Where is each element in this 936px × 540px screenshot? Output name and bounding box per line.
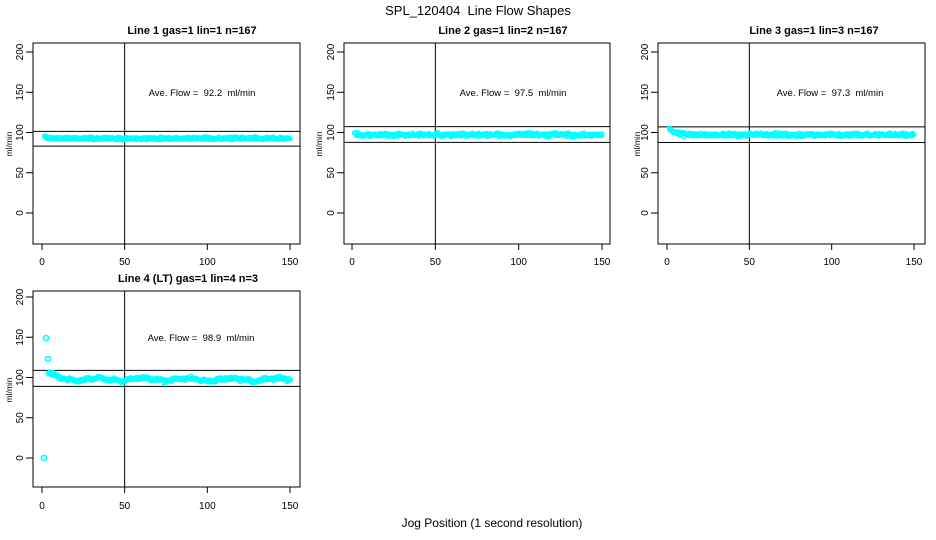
panel-4-title: Line 4 (LT) gas=1 lin=4 n=3: [118, 273, 258, 285]
plot-frame: [32, 290, 301, 488]
x-tick-label: 50: [119, 257, 131, 268]
x-tick-label: 0: [39, 501, 45, 512]
y-tick-label: 200: [326, 43, 337, 60]
panel-2-title: Line 2 gas=1 lin=2 n=167: [438, 25, 567, 37]
outlier-point: [42, 334, 50, 342]
y-tick-label: 100: [15, 369, 26, 386]
panel-4-plot-area: 0 50 100 150 0 50 100 150 200: [15, 288, 301, 512]
data-points: [351, 129, 605, 140]
y-tick-label: 150: [640, 83, 651, 100]
panel-2-y-axis-label: ml/min: [314, 131, 324, 156]
flow-point: [287, 136, 293, 142]
plot-frame: [343, 42, 611, 245]
flow-point: [286, 375, 292, 382]
y-tick-label: 200: [15, 288, 26, 305]
panel-1-plot-area: 0 50 100 150 0 50 100 150 200: [15, 42, 301, 268]
y-tick-label: 100: [326, 124, 337, 141]
x-tick-label: 150: [282, 257, 299, 268]
y-tick-label: 50: [326, 167, 337, 179]
x-tick-label: 100: [823, 257, 840, 268]
x-tick-label: 150: [282, 501, 299, 512]
y-tick-label: 200: [15, 43, 26, 60]
panel-3-plot-area: 0 50 100 150 0 50 100 150 200: [640, 42, 926, 268]
panel-4-y-axis-label: ml/min: [4, 377, 14, 402]
x-tick-label: 150: [594, 257, 611, 268]
data-points: [666, 125, 917, 140]
y-tick-label: 100: [640, 124, 651, 141]
x-tick-label: 0: [39, 257, 45, 268]
panel-line-1: Line 1 gas=1 lin=1 n=167 Ave. Flow = 92.…: [4, 25, 301, 268]
panel-1-y-axis-label: ml/min: [4, 131, 14, 156]
x-tick-label: 100: [199, 257, 216, 268]
chart-main-title: SPL_120404 Line Flow Shapes: [385, 3, 571, 18]
panel-1-ave-flow-label: Ave. Flow = 92.2 ml/min: [149, 88, 256, 99]
y-tick-label: 150: [326, 83, 337, 100]
y-tick-label: 0: [15, 210, 26, 216]
plot-frame: [32, 42, 301, 245]
y-tick-label: 50: [640, 167, 651, 179]
panel-1-title: Line 1 gas=1 lin=1 n=167: [127, 25, 256, 37]
flow-point: [911, 132, 917, 138]
y-tick-label: 50: [15, 412, 26, 424]
panel-4-ave-flow-label: Ave. Flow = 98.9 ml/min: [148, 333, 255, 344]
outlier-point: [40, 454, 48, 462]
y-tick-label: 0: [326, 210, 337, 216]
y-tick-label: 0: [640, 210, 651, 216]
y-tick-label: 100: [15, 124, 26, 141]
chart-x-axis-label: Jog Position (1 second resolution): [402, 516, 583, 530]
panel-line-3: Line 3 gas=1 lin=3 n=167 Ave. Flow = 97.…: [632, 25, 926, 268]
x-tick-label: 50: [430, 257, 442, 268]
y-tick-label: 150: [15, 83, 26, 100]
x-tick-label: 50: [119, 501, 131, 512]
panel-3-title: Line 3 gas=1 lin=3 n=167: [749, 25, 878, 37]
y-tick-label: 0: [15, 455, 26, 461]
x-tick-label: 50: [744, 257, 756, 268]
x-tick-label: 0: [664, 257, 670, 268]
plot-frame: [657, 42, 926, 245]
data-points: [40, 334, 293, 462]
flow-point: [599, 131, 605, 137]
x-tick-label: 0: [349, 257, 355, 268]
x-tick-label: 100: [510, 257, 527, 268]
x-tick-label: 150: [906, 257, 923, 268]
data-points: [41, 133, 293, 143]
panel-line-2: Line 2 gas=1 lin=2 n=167 Ave. Flow = 97.…: [314, 25, 611, 268]
panel-line-4: Line 4 (LT) gas=1 lin=4 n=3 Ave. Flow = …: [4, 273, 301, 512]
y-tick-label: 50: [15, 167, 26, 179]
x-tick-label: 100: [199, 501, 216, 512]
panel-2-plot-area: 0 50 100 150 0 50 100 150 200: [326, 42, 611, 268]
outlier-point: [44, 355, 52, 363]
panel-2-ave-flow-label: Ave. Flow = 97.5 ml/min: [460, 88, 567, 99]
panel-3-y-axis-label: ml/min: [632, 131, 642, 156]
y-tick-label: 150: [15, 328, 26, 345]
panel-3-ave-flow-label: Ave. Flow = 97.3 ml/min: [777, 88, 884, 99]
y-tick-label: 200: [640, 43, 651, 60]
flow-point: [287, 376, 293, 383]
